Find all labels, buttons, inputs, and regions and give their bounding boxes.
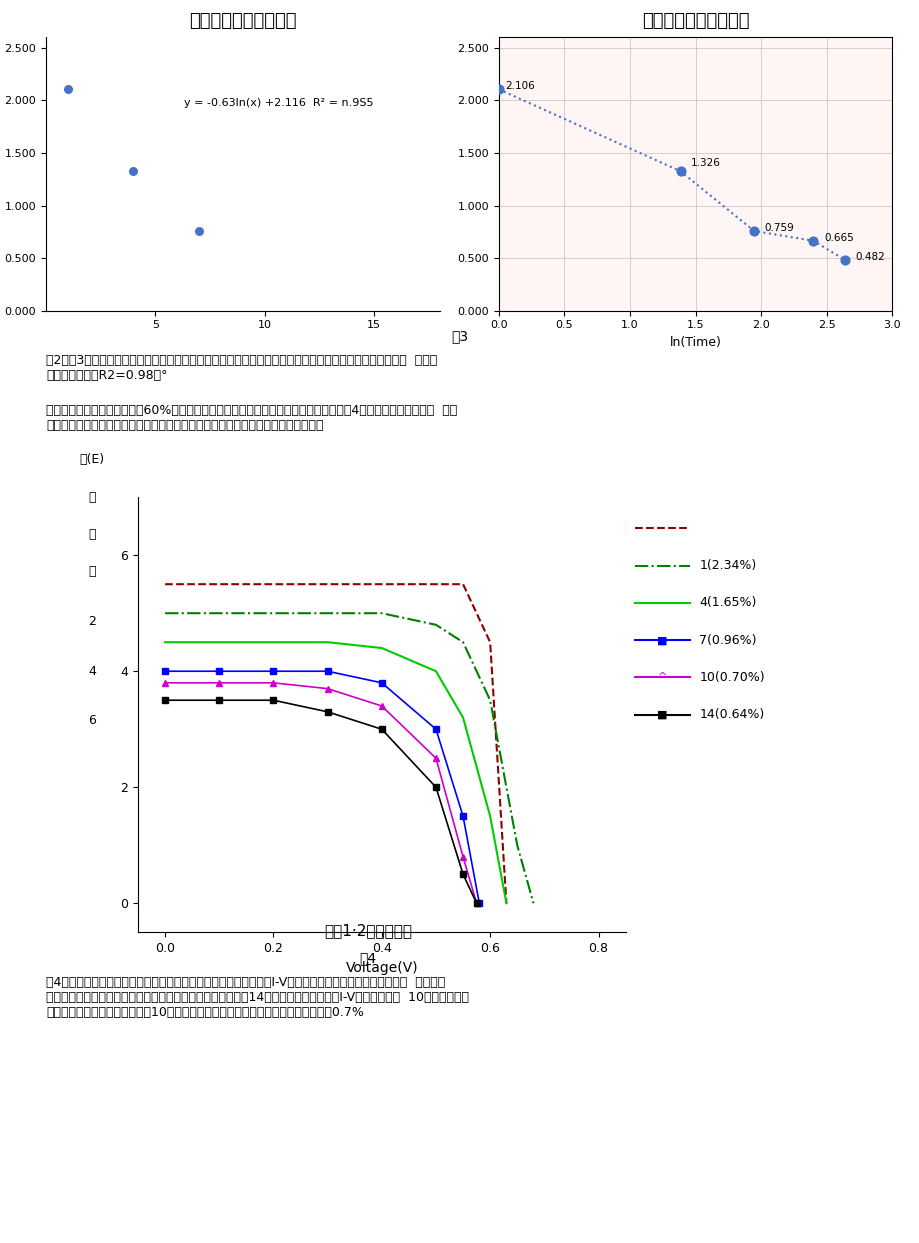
Text: 图2和图3将时间取自然对数后，厚片和薄片的光电转换效率随其变化的关系图，从图中不难看出，两者呈现  相当明
显的线性关系（R2=0.98）°: 图2和图3将时间取自然对数后，厚片和薄片的光电转换效率随其变化的关系图，从图中不… bbox=[46, 354, 437, 383]
Text: 10(0.70%): 10(0.70%) bbox=[698, 671, 764, 684]
Text: 14(0.64%): 14(0.64%) bbox=[698, 709, 764, 721]
Text: 图4: 图4 bbox=[359, 951, 376, 965]
Text: 度(E): 度(E) bbox=[79, 454, 105, 466]
Text: 4(1.65%): 4(1.65%) bbox=[698, 597, 755, 609]
Title: 薄片效率随时间变化图: 薄片效率随时间变化图 bbox=[641, 12, 748, 30]
Text: 电: 电 bbox=[88, 566, 96, 578]
Text: 7(0.96%): 7(0.96%) bbox=[698, 634, 756, 646]
Text: 2.106: 2.106 bbox=[505, 81, 535, 91]
Text: 图3: 图3 bbox=[451, 329, 468, 343]
Point bbox=[805, 231, 820, 251]
Text: 0.665: 0.665 bbox=[823, 232, 853, 242]
Point bbox=[126, 162, 141, 181]
Text: 结论：（如果选取最高效率的60%以上为正常工作状态，那么）太阳能电池的寿命大约为4天，这主要是由于样品  电池
值封装了两侧，并没有全部封闭，导致电解质挥发较快: 结论：（如果选取最高效率的60%以上为正常工作状态，那么）太阳能电池的寿命大约为… bbox=[46, 404, 457, 433]
Text: 1(2.34%): 1(2.34%) bbox=[698, 559, 755, 572]
Point bbox=[61, 80, 75, 99]
Point bbox=[191, 221, 206, 241]
X-axis label: Voltage(V): Voltage(V) bbox=[346, 961, 417, 975]
Text: 图4是所有测量样品中光电转化效率最好的样品不同时间测量得到的I-V曲线，从图中可看出，前几口，随着  时间的延
长，电池的光电转化效率衰减很快，随后，趋于平缓，: 图4是所有测量样品中光电转化效率最好的样品不同时间测量得到的I-V曲线，从图中可… bbox=[46, 976, 469, 1019]
Text: 样品1·2的性能曲线: 样品1·2的性能曲线 bbox=[323, 924, 412, 938]
Text: 4: 4 bbox=[88, 665, 96, 677]
Text: 密: 密 bbox=[88, 491, 96, 503]
Text: 0.482: 0.482 bbox=[855, 252, 884, 262]
Text: 1.326: 1.326 bbox=[690, 158, 720, 168]
Point bbox=[673, 162, 687, 181]
Text: 6: 6 bbox=[88, 715, 96, 727]
Text: ■: ■ bbox=[656, 710, 667, 720]
Text: ^: ^ bbox=[657, 672, 666, 682]
Text: 0.759: 0.759 bbox=[764, 222, 793, 232]
Text: ■: ■ bbox=[656, 635, 667, 645]
X-axis label: ln(Time): ln(Time) bbox=[669, 336, 720, 349]
Text: y = -0.63ln(x) +2.116  R² = n.9S5: y = -0.63ln(x) +2.116 R² = n.9S5 bbox=[184, 98, 373, 108]
Point bbox=[746, 221, 761, 241]
Point bbox=[491, 80, 505, 99]
Point bbox=[837, 250, 852, 270]
Text: 2: 2 bbox=[88, 615, 96, 628]
Title: 薄片效率随时间变化图: 薄片效率随时间变化图 bbox=[189, 12, 296, 30]
Text: 流: 流 bbox=[88, 528, 96, 541]
